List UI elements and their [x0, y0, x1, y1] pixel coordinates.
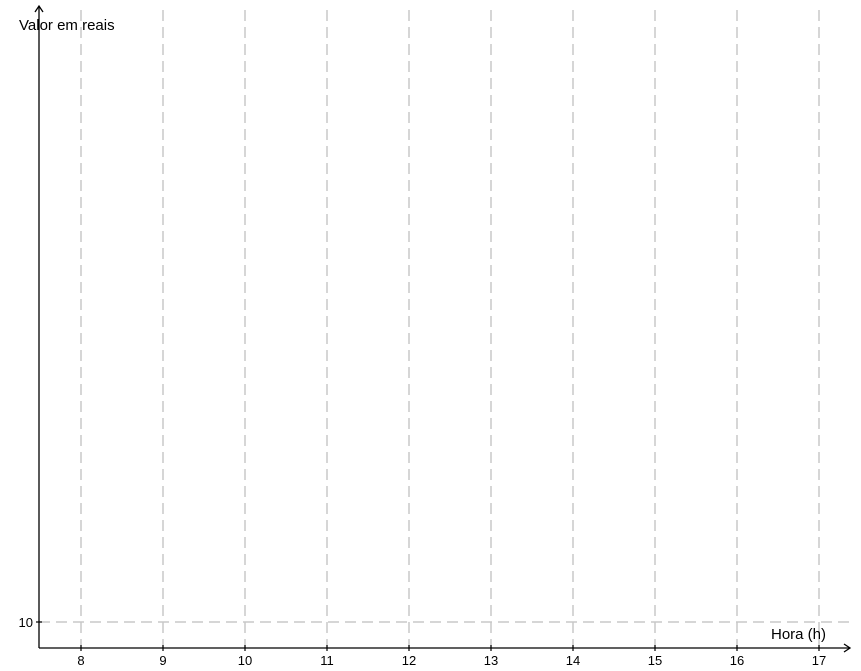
grid	[39, 10, 850, 648]
x-tick-label-17: 17	[812, 653, 826, 668]
x-tick-label-14: 14	[566, 653, 580, 668]
ticks: 8910111213141516171020304050607080	[19, 615, 827, 668]
x-axis-title: Hora (h)	[771, 626, 826, 643]
x-tick-label-8: 8	[77, 653, 84, 668]
x-tick-label-10: 10	[238, 653, 252, 668]
x-axis-arrow	[843, 643, 852, 653]
y-tick-label-10: 10	[19, 615, 33, 630]
axes	[34, 4, 852, 653]
x-tick-label-13: 13	[484, 653, 498, 668]
y-axis-title: Valor em reais	[19, 17, 115, 34]
x-tick-label-12: 12	[402, 653, 416, 668]
x-tick-label-16: 16	[730, 653, 744, 668]
y-axis-arrow	[34, 4, 44, 13]
x-tick-label-9: 9	[159, 653, 166, 668]
x-tick-label-11: 11	[320, 653, 334, 668]
x-tick-label-15: 15	[648, 653, 662, 668]
